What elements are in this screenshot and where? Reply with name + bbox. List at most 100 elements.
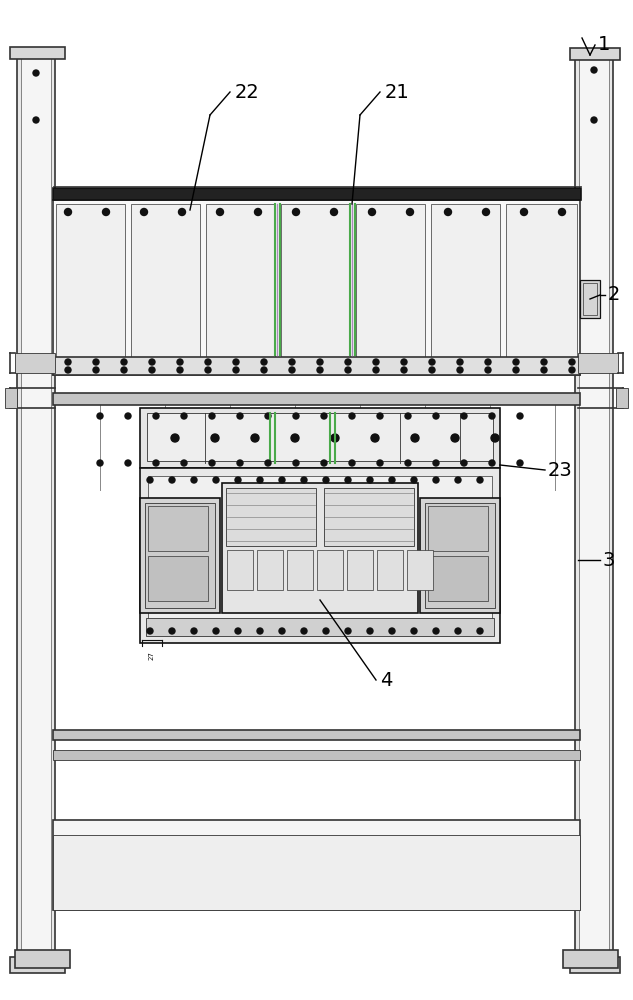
Bar	[222, 483, 418, 613]
Bar	[317, 550, 343, 590]
Bar	[257, 550, 283, 590]
Circle shape	[461, 413, 467, 419]
Bar	[56, 204, 125, 371]
Circle shape	[216, 209, 223, 216]
Circle shape	[177, 359, 183, 365]
Circle shape	[237, 460, 243, 466]
Circle shape	[377, 413, 383, 419]
Circle shape	[345, 628, 351, 634]
Circle shape	[482, 209, 489, 216]
Circle shape	[401, 367, 407, 373]
Circle shape	[293, 413, 299, 419]
Bar	[226, 488, 316, 546]
Circle shape	[65, 367, 71, 373]
Bar	[425, 503, 495, 608]
Text: 4: 4	[380, 670, 392, 690]
Bar	[53, 730, 580, 740]
Text: 1: 1	[598, 35, 610, 54]
Circle shape	[477, 477, 483, 483]
Circle shape	[121, 359, 127, 365]
Bar	[575, 55, 613, 965]
Bar	[377, 550, 403, 590]
Circle shape	[411, 434, 419, 442]
Circle shape	[181, 460, 187, 466]
Circle shape	[209, 460, 215, 466]
Circle shape	[406, 209, 413, 216]
Circle shape	[141, 209, 147, 216]
Bar	[148, 476, 492, 635]
Circle shape	[289, 359, 295, 365]
Circle shape	[261, 359, 267, 365]
Bar	[563, 950, 618, 968]
Circle shape	[411, 628, 417, 634]
Circle shape	[517, 413, 523, 419]
Circle shape	[33, 70, 39, 76]
Circle shape	[489, 413, 495, 419]
Circle shape	[169, 628, 175, 634]
Circle shape	[125, 413, 131, 419]
Text: 21: 21	[385, 83, 410, 102]
Bar	[287, 550, 313, 590]
Circle shape	[205, 359, 211, 365]
Circle shape	[251, 434, 259, 442]
Circle shape	[345, 359, 351, 365]
Circle shape	[323, 628, 329, 634]
Bar	[5, 388, 17, 408]
Bar	[21, 57, 51, 963]
Bar	[570, 957, 620, 973]
Circle shape	[257, 628, 263, 634]
Circle shape	[317, 367, 323, 373]
Circle shape	[65, 359, 71, 365]
Circle shape	[345, 367, 351, 373]
Circle shape	[485, 359, 491, 365]
Bar	[616, 388, 628, 408]
Bar	[324, 488, 414, 546]
Text: 22: 22	[235, 83, 260, 102]
Circle shape	[103, 209, 110, 216]
Bar	[53, 820, 580, 910]
Circle shape	[405, 413, 411, 419]
Circle shape	[292, 209, 299, 216]
Bar	[17, 55, 55, 965]
Circle shape	[457, 359, 463, 365]
Circle shape	[429, 359, 435, 365]
Circle shape	[97, 413, 103, 419]
Circle shape	[317, 359, 323, 365]
Circle shape	[125, 460, 131, 466]
Circle shape	[211, 434, 219, 442]
Circle shape	[433, 628, 439, 634]
Bar	[15, 353, 55, 373]
Circle shape	[33, 117, 39, 123]
Circle shape	[191, 477, 197, 483]
Circle shape	[433, 460, 439, 466]
Circle shape	[205, 367, 211, 373]
Bar	[583, 283, 597, 315]
Bar	[145, 503, 215, 608]
Circle shape	[371, 434, 379, 442]
Circle shape	[323, 477, 329, 483]
Bar	[281, 204, 350, 371]
Circle shape	[429, 367, 435, 373]
Circle shape	[455, 477, 461, 483]
Circle shape	[265, 460, 271, 466]
Circle shape	[455, 628, 461, 634]
Bar	[420, 498, 500, 613]
Bar	[53, 750, 580, 760]
Circle shape	[321, 413, 327, 419]
Bar	[140, 498, 220, 613]
Circle shape	[301, 477, 307, 483]
Bar	[53, 393, 580, 405]
Circle shape	[149, 359, 155, 365]
Bar	[428, 556, 488, 601]
Circle shape	[558, 209, 565, 216]
Circle shape	[373, 359, 379, 365]
Circle shape	[457, 367, 463, 373]
Circle shape	[541, 367, 547, 373]
Bar	[15, 950, 70, 968]
Circle shape	[433, 413, 439, 419]
Bar	[579, 57, 609, 961]
Bar	[131, 204, 200, 371]
Circle shape	[569, 359, 575, 365]
Circle shape	[513, 359, 519, 365]
Circle shape	[411, 477, 417, 483]
